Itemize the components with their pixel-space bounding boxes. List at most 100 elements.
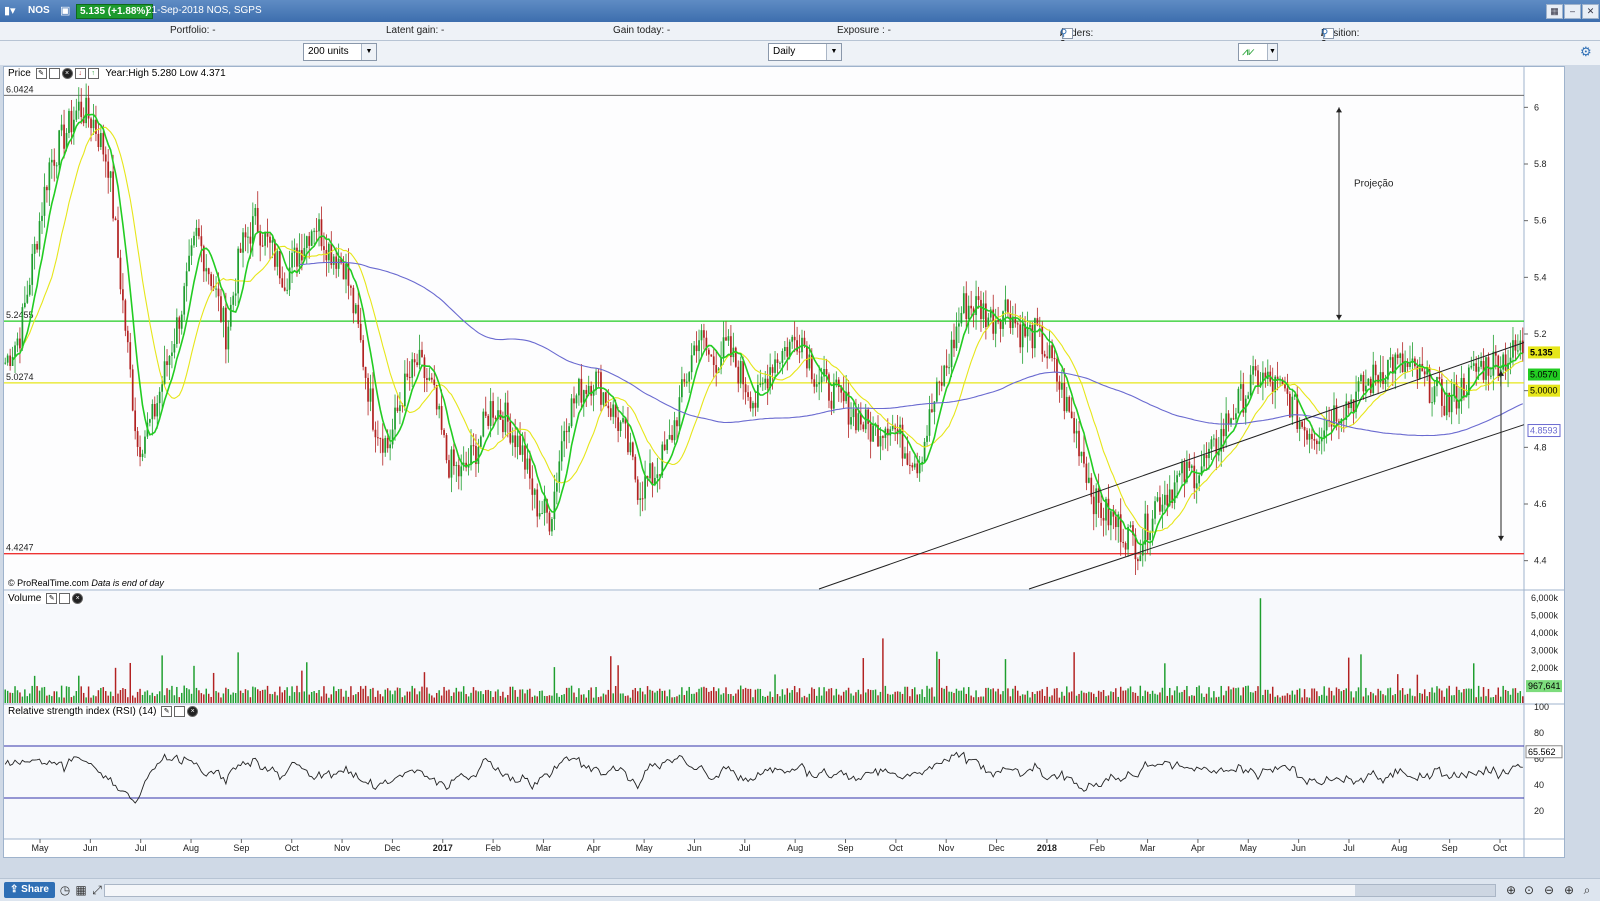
candle-body	[654, 477, 656, 485]
candle-body	[639, 498, 642, 500]
candle-body	[1264, 372, 1267, 379]
volume-bar	[1080, 690, 1083, 703]
volume-bar	[239, 690, 242, 703]
volume-bar	[904, 686, 906, 703]
orders-clear-icon[interactable]	[1062, 28, 1073, 39]
close-icon[interactable]: ✕	[1582, 4, 1599, 19]
candle-body	[918, 463, 921, 474]
fit-icon[interactable]: ⊙	[1523, 883, 1535, 897]
volume-bar	[541, 690, 543, 703]
position-link-icon[interactable]: ⚲	[1321, 28, 1329, 39]
volume-bar	[676, 696, 678, 703]
candle-body	[857, 413, 860, 431]
x-tick-label: Apr	[1191, 843, 1205, 853]
volume-bar	[994, 691, 997, 703]
search-icon[interactable]: ⌕	[1583, 883, 1591, 897]
volume-bar	[766, 695, 769, 703]
window-icon[interactable]	[48, 68, 60, 79]
reset-zoom-icon[interactable]: ⊕	[1505, 883, 1517, 897]
candle-body	[538, 513, 541, 517]
arrow-down-icon[interactable]: ↓	[74, 68, 86, 79]
candle-body	[511, 435, 514, 443]
volume-bar	[1362, 696, 1365, 703]
x-tick-label: Sep	[1442, 843, 1458, 853]
ticker-label[interactable]: NOS	[28, 5, 50, 16]
arrow-up-icon[interactable]: ↑	[87, 68, 99, 79]
volume-bar	[732, 695, 735, 703]
candle-body	[783, 347, 786, 351]
candle-body	[1244, 398, 1247, 413]
volume-bar	[1345, 688, 1347, 703]
rsi-y-tick-label: 40	[1534, 780, 1544, 790]
chevron-down-icon: ▼	[826, 44, 841, 60]
volume-bar	[1183, 689, 1186, 703]
volume-bar	[1139, 685, 1142, 703]
expand-icon[interactable]: ⤢	[92, 883, 102, 897]
chart-canvas[interactable]: 65.85.65.45.254.84.64.46.04245.24555.027…	[4, 67, 1564, 857]
chart-area[interactable]: 65.85.65.45.254.84.64.46.04245.24555.027…	[3, 66, 1565, 858]
settings-icon[interactable]: ⚙	[1580, 44, 1592, 59]
candle-body	[1102, 517, 1105, 521]
units-dropdown[interactable]: 200 units ▼	[303, 43, 377, 61]
window-icon[interactable]	[59, 593, 71, 604]
period-dropdown[interactable]: Daily ▼	[768, 43, 842, 61]
info-icon[interactable]: ▣	[60, 5, 71, 17]
orders-link-icon[interactable]: ⚲	[1060, 28, 1068, 39]
close-icon[interactable]: ×	[187, 706, 199, 717]
scrollbar-thumb[interactable]	[1355, 885, 1495, 896]
position-clear-icon[interactable]	[1323, 28, 1334, 39]
horizontal-scrollbar[interactable]	[104, 884, 1496, 897]
minimize-icon[interactable]: –	[1564, 4, 1581, 19]
candle-body	[453, 449, 455, 467]
candle-body	[1291, 396, 1294, 418]
share-button[interactable]: ⇪ Share	[4, 882, 55, 898]
candle-body	[220, 296, 222, 322]
volume-bar	[141, 694, 144, 703]
grid-icon[interactable]: ▦	[75, 883, 87, 897]
wrench-icon[interactable]: ✎	[35, 68, 47, 79]
volume-bar	[1502, 685, 1504, 703]
close-icon[interactable]: ×	[72, 593, 84, 604]
candle-body	[359, 323, 362, 341]
candle-body	[658, 474, 661, 476]
volume-bar	[668, 689, 671, 703]
close-icon[interactable]: ×	[61, 68, 73, 79]
volume-bar	[1453, 695, 1455, 703]
volume-bar	[1350, 691, 1352, 703]
volume-bar	[911, 689, 914, 703]
candle-body	[1061, 382, 1063, 390]
window-icon[interactable]	[174, 706, 186, 717]
candle-body	[1119, 514, 1122, 543]
app-icon[interactable]: ▮▾	[4, 5, 16, 17]
candle-body	[553, 491, 556, 520]
volume-bar	[1357, 687, 1360, 703]
volume-bar	[713, 687, 715, 703]
volume-bar	[891, 694, 894, 703]
volume-bar	[830, 688, 833, 703]
volume-bar	[97, 690, 100, 703]
x-tick-label: Jun	[83, 843, 98, 853]
wrench-icon[interactable]: ✎	[46, 593, 58, 604]
candle-body	[1521, 340, 1524, 354]
zoom-in-icon[interactable]: ⊕	[1563, 883, 1575, 897]
chart-type-dropdown[interactable]: ⩘⩗ ▼	[1238, 43, 1278, 61]
candle-body	[1387, 359, 1389, 380]
volume-bar	[340, 688, 342, 703]
zoom-out-icon[interactable]: ⊖	[1543, 883, 1555, 897]
volume-bar	[610, 656, 612, 703]
wrench-icon[interactable]: ✎	[161, 706, 173, 717]
grid-icon[interactable]: ▦	[1546, 4, 1563, 19]
volume-bar	[367, 696, 369, 703]
candle-body	[1075, 430, 1078, 434]
candle-body	[555, 483, 558, 492]
clock-icon[interactable]: ◷	[59, 883, 71, 897]
volume-bar	[46, 695, 48, 703]
candle-body	[698, 340, 700, 352]
volume-bar	[301, 670, 303, 703]
volume-bar	[1325, 695, 1328, 703]
volume-bar	[1034, 693, 1036, 703]
x-tick-label: Aug	[183, 843, 199, 853]
candle-body	[168, 355, 171, 366]
volume-bar	[1519, 691, 1522, 703]
volume-bar	[838, 694, 840, 703]
